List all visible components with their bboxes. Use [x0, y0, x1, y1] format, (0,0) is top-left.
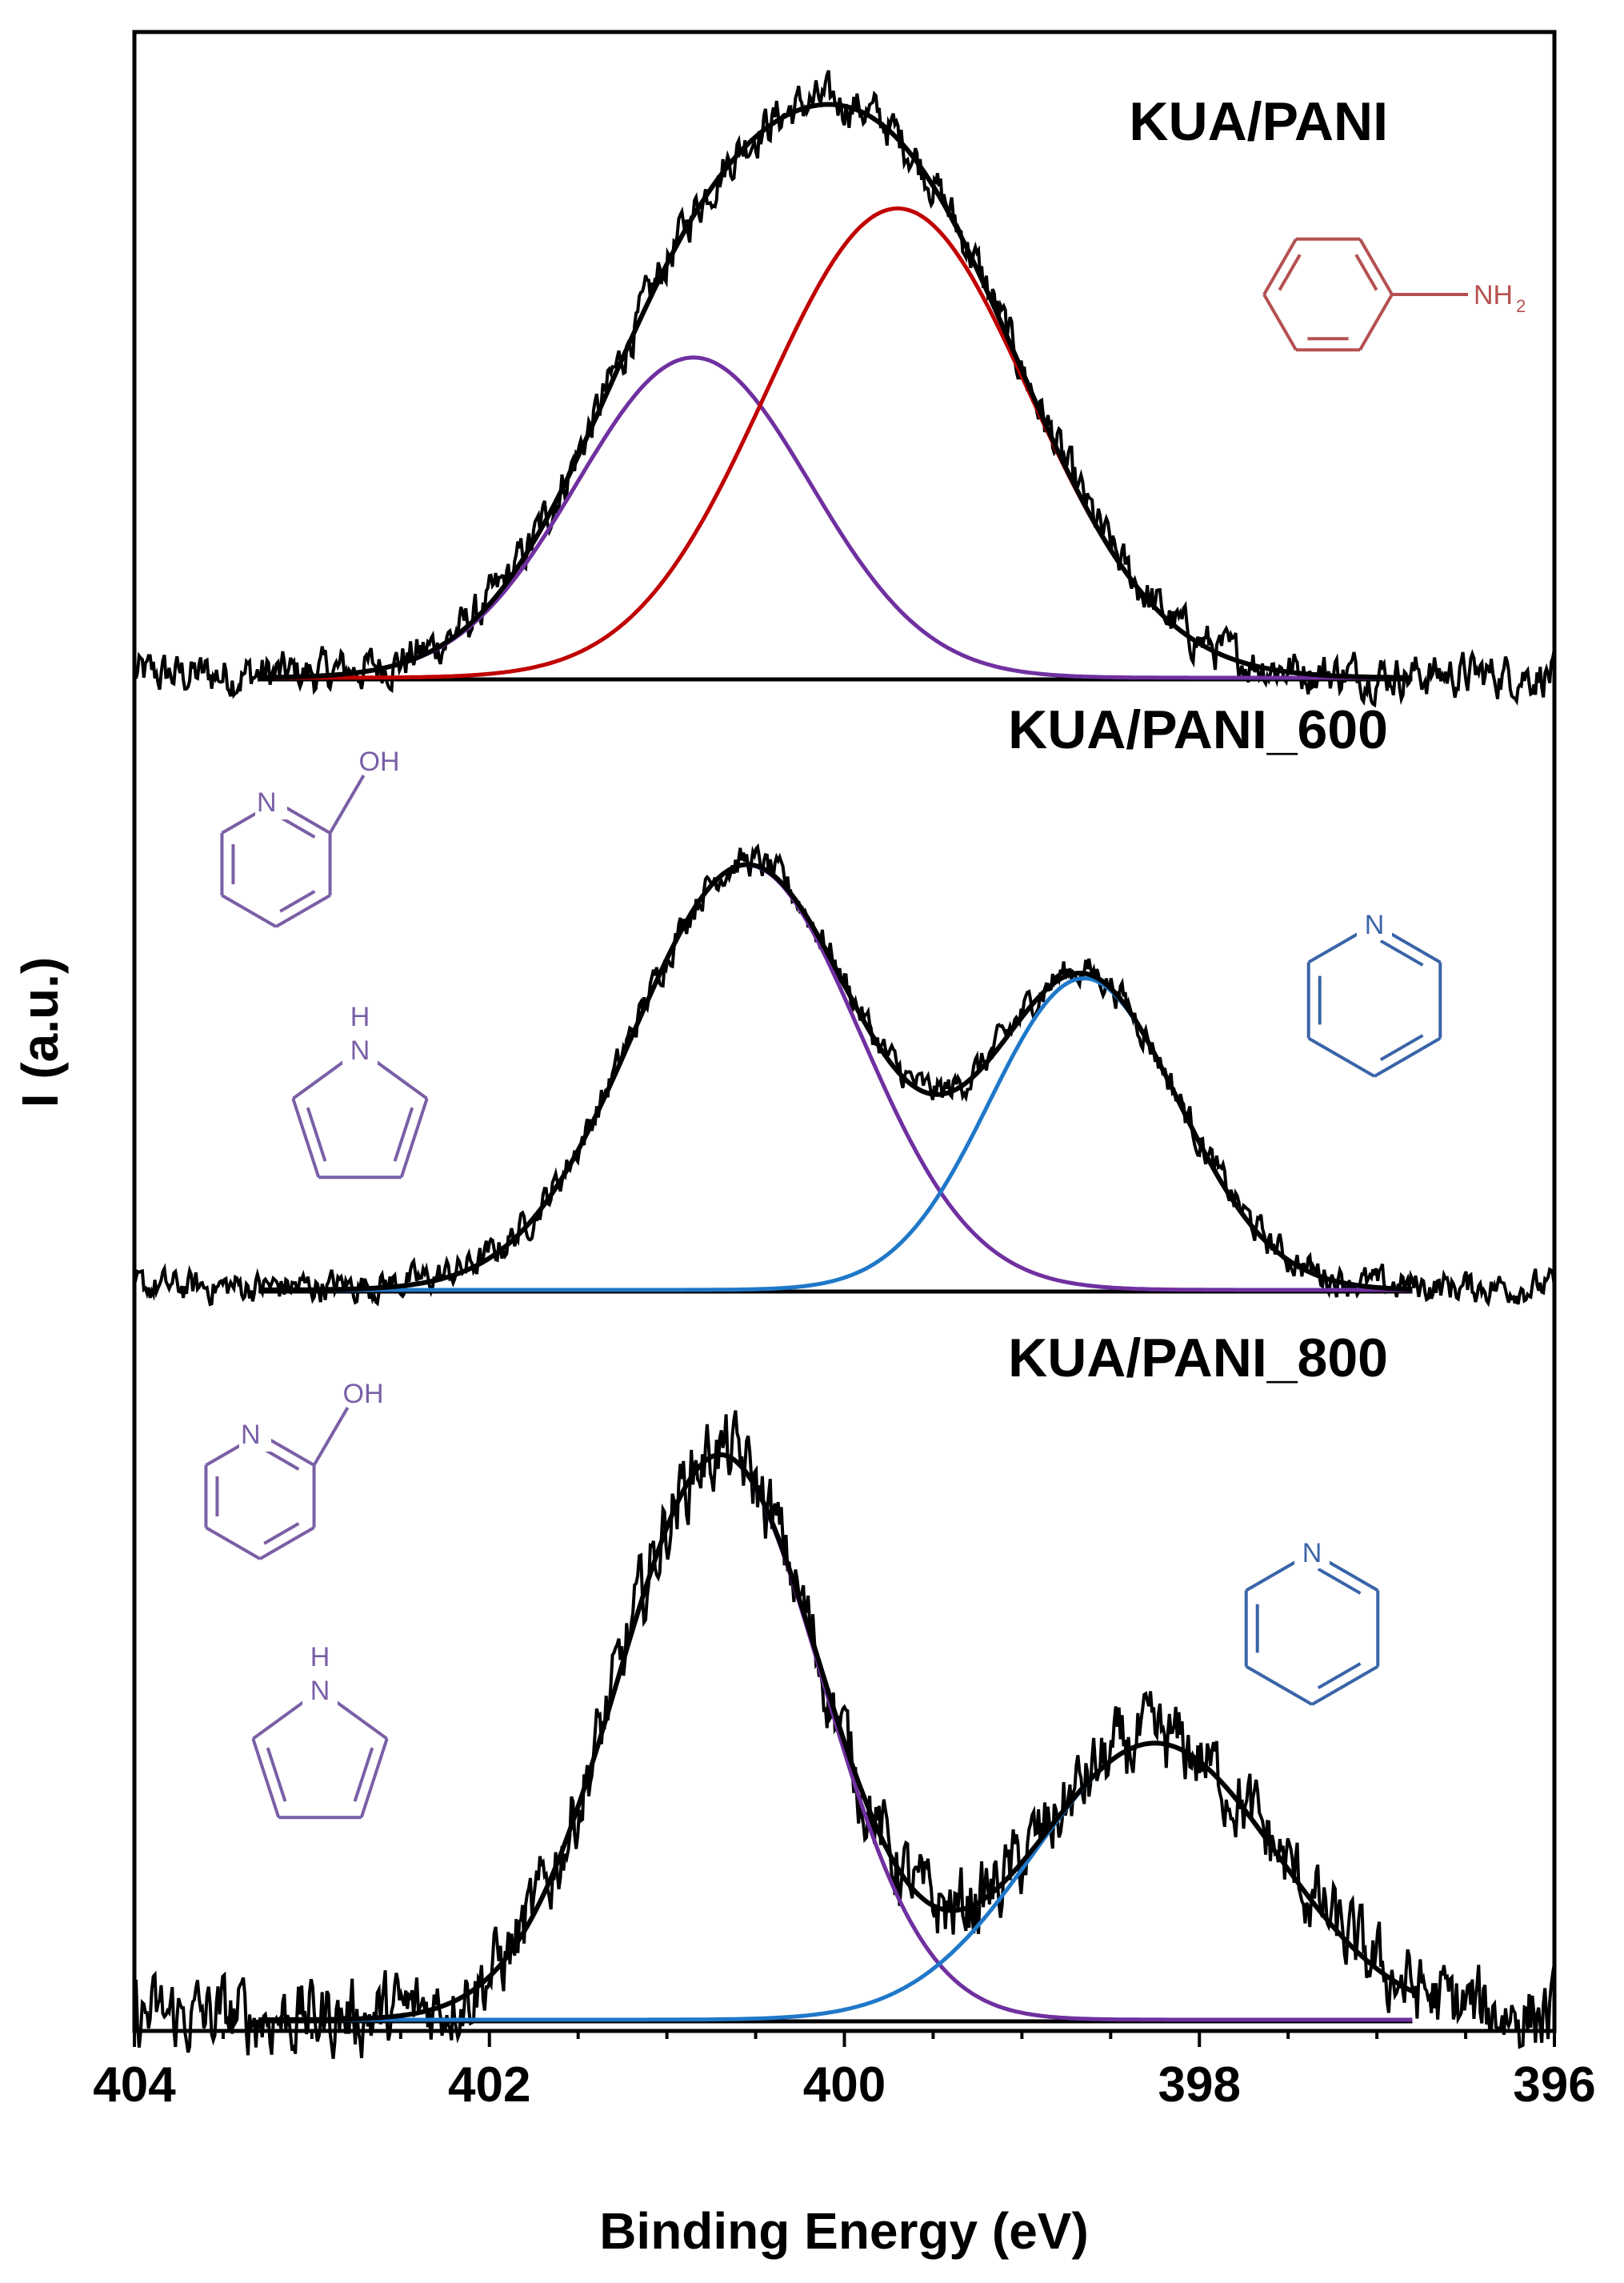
ring-bond [259, 1526, 315, 1560]
panel-title: KUA/PANI [1129, 91, 1388, 152]
hydroxypyridine-structure: N OH [204, 1379, 384, 1560]
x-tick-label: 396 [1513, 2057, 1595, 2113]
ring-bond [1262, 294, 1298, 351]
ring-bond [1311, 1664, 1379, 1706]
ring-double-bond [1317, 1567, 1362, 1595]
ring-double-bond [306, 1107, 327, 1162]
nitrogen-label: N [350, 1035, 370, 1066]
x-tick-label: 398 [1158, 2057, 1241, 2113]
component-curve-purple [258, 355, 1413, 680]
ring-bond [251, 1738, 281, 1818]
nitrogen-label: N [1302, 1538, 1322, 1568]
ring-bond [1307, 1036, 1375, 1078]
panel-1: KUA/PANI NH 2 [133, 70, 1556, 708]
ring-double-bond [353, 1747, 374, 1802]
ring-bond [1374, 1036, 1442, 1078]
hydroxyl-bond [328, 774, 366, 835]
hydroxypyridine-structure: N OH [220, 747, 400, 928]
ring-double-bond [1278, 254, 1302, 291]
x-axis-title: Binding Energy (eV) [599, 2202, 1089, 2260]
pyridine-structure: N [1306, 905, 1442, 1078]
n-mask [1294, 1533, 1330, 1568]
x-tick-label: 400 [803, 2057, 886, 2113]
ring-double-bond [393, 1107, 414, 1162]
ring-double-bond [263, 1448, 300, 1471]
pyrrole-structure: NH [291, 1002, 429, 1180]
aniline-structure: NH 2 [1262, 237, 1526, 352]
component-curve-purple [258, 1452, 1413, 2022]
x-tick-label: 404 [93, 2057, 176, 2113]
ring-bond [1245, 1664, 1313, 1706]
ring-bond [205, 1526, 261, 1560]
ring-double-bond [279, 815, 316, 839]
ring-bond [275, 894, 331, 928]
component-curve-blue [258, 976, 1413, 1292]
n-mask [342, 1029, 378, 1064]
n-mask [302, 1669, 338, 1704]
hydroxyl-label: OH [359, 747, 400, 777]
amine-label: NH [1474, 280, 1513, 310]
component-curve-purple [258, 863, 1413, 1292]
envelope-fit [258, 1452, 1414, 2022]
x-axis: 404 402 400 398 396 [93, 2031, 1596, 2113]
hydrogen-label: H [310, 1642, 330, 1672]
ring-double-bond [1379, 939, 1424, 967]
raw-spectrum [133, 843, 1556, 1308]
y-axis-title: I (a.u.) [11, 957, 69, 1107]
panel-title: KUA/PANI_600 [1008, 699, 1388, 760]
ring-double-bond [1354, 254, 1378, 291]
hydroxyl-bond [312, 1406, 350, 1467]
ring-double-bond [263, 1522, 300, 1545]
nitrogen-label: N [310, 1676, 330, 1706]
ring-double-bond [1379, 1034, 1424, 1062]
ring-bond [1262, 238, 1298, 295]
ring-double-bond [1317, 1662, 1362, 1690]
n-mask [255, 784, 287, 819]
ring-bond [1358, 238, 1394, 295]
n-mask [239, 1416, 271, 1452]
ring-bond [221, 894, 277, 928]
pyridine-structure: N [1244, 1533, 1380, 1706]
amine-subscript: 2 [1516, 296, 1526, 316]
ring-bond [399, 1098, 429, 1178]
x-tick-label: 402 [448, 2057, 530, 2113]
envelope-fit [258, 102, 1413, 680]
ring-bond [359, 1738, 389, 1818]
component-curve-red [258, 206, 1413, 680]
hydroxyl-label: OH [343, 1379, 384, 1409]
pyrrole-structure: NH [251, 1642, 389, 1820]
nitrogen-label: N [241, 1420, 261, 1450]
ring-double-bond [266, 1747, 287, 1802]
raw-spectrum [133, 1410, 1556, 2060]
n-mask [1357, 905, 1392, 940]
ring-bond [291, 1098, 321, 1178]
nitrogen-label: N [1365, 910, 1385, 940]
ring-double-bond [279, 890, 316, 913]
panel-title: KUA/PANI_800 [1008, 1328, 1388, 1388]
ring-bond [1358, 294, 1394, 351]
raw-spectrum [133, 70, 1556, 708]
nitrogen-label: N [257, 787, 277, 818]
hydrogen-label: H [350, 1002, 370, 1032]
envelope-fit [258, 862, 1413, 1292]
